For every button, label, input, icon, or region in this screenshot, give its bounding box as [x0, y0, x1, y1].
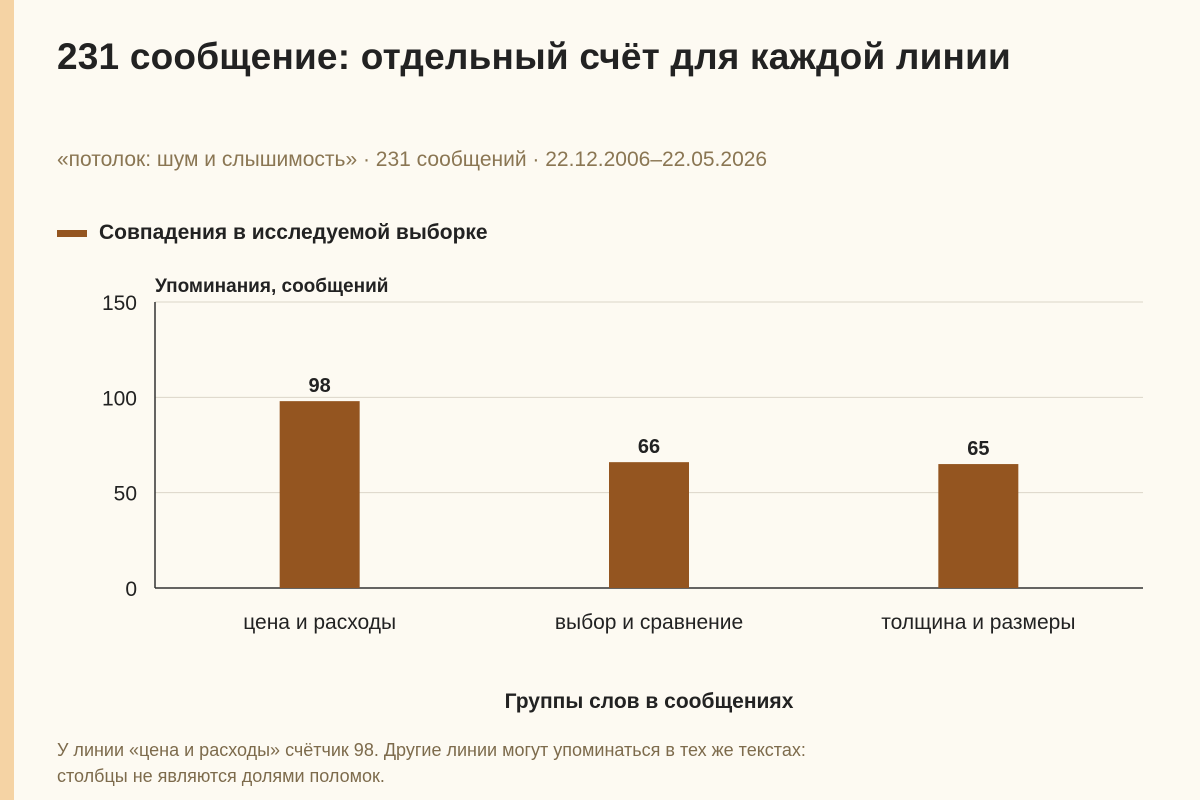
x-tick-label: толщина и размеры: [881, 611, 1075, 634]
footnote-line-2: столбцы не являются долями поломок.: [57, 766, 385, 786]
legend-swatch: [57, 229, 87, 237]
y-axis-label: Упоминания, сообщений: [155, 276, 388, 297]
y-tick-label: 150: [102, 292, 137, 315]
bar: [279, 401, 360, 588]
y-tick-label: 50: [114, 483, 137, 506]
bar-value-label: 65: [967, 438, 989, 460]
y-tick-label: 0: [125, 578, 137, 601]
footnote-line-1: У линии «цена и расходы» счётчик 98. Дру…: [57, 740, 806, 760]
bar: [938, 464, 1019, 588]
bar-value-label: 66: [638, 436, 660, 458]
accent-stripe: [0, 0, 14, 800]
y-tick-label: 100: [102, 387, 137, 410]
x-axis-label: Группы слов в сообщениях: [505, 690, 794, 713]
legend: Совпадения в исследуемой выборке: [57, 218, 488, 248]
x-tick-label: выбор и сравнение: [555, 611, 743, 634]
bar: [609, 462, 689, 588]
chart-subtitle: «потолок: шум и слышимость» · 231 сообще…: [57, 148, 768, 171]
footnote: У линии «цена и расходы» счётчик 98. Дру…: [57, 737, 1137, 789]
chart-title: 231 сообщение: отдельный счёт для каждой…: [57, 36, 1011, 77]
bar-value-label: 98: [309, 375, 331, 397]
x-tick-label: цена и расходы: [243, 611, 396, 634]
legend-label: Совпадения в исследуемой выборке: [99, 221, 488, 244]
